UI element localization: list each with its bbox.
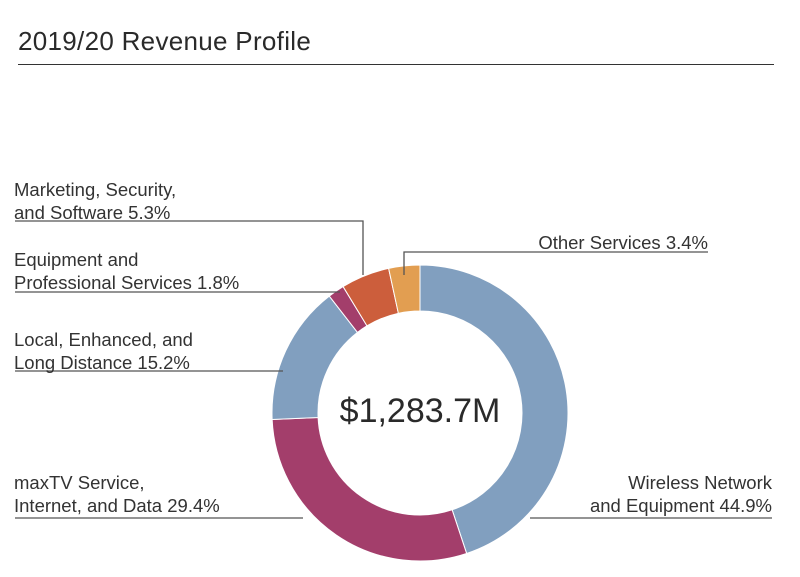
chart-title: 2019/20 Revenue Profile <box>18 26 312 56</box>
label-equipment-professional: Equipment and Professional Services 1.8% <box>14 248 239 294</box>
label-other-line2: Other Services <box>538 232 661 253</box>
label-marketing-line2: and Software <box>14 202 124 223</box>
label-equipment-line1: Equipment and <box>14 249 139 270</box>
label-equipment-line2: Professional Services <box>14 272 192 293</box>
label-wireless-network: Wireless Network and Equipment 44.9% <box>590 471 772 517</box>
slice-maxtv <box>271 416 468 562</box>
label-maxtv-line1: maxTV Service, <box>14 472 145 493</box>
value-equipment: 1.8% <box>197 272 240 293</box>
value-maxtv: 29.4% <box>167 495 220 516</box>
value-marketing: 5.3% <box>128 202 171 223</box>
label-local-line2: Long Distance <box>14 352 133 373</box>
label-other-services: Other Services 3.4% <box>538 231 708 254</box>
label-wireless-line1: Wireless Network <box>628 472 772 493</box>
label-local-line1: Local, Enhanced, and <box>14 329 193 350</box>
label-marketing-line1: Marketing, Security, <box>14 179 177 200</box>
label-maxtv-internet-data: maxTV Service, Internet, and Data 29.4% <box>14 471 220 517</box>
value-local: 15.2% <box>137 352 190 373</box>
leader-marketing <box>15 220 364 275</box>
title-divider <box>18 64 774 65</box>
leader-other <box>403 251 708 275</box>
slice-other <box>388 264 421 314</box>
value-other: 3.4% <box>665 232 708 253</box>
slice-wireless <box>419 264 569 555</box>
value-wireless: 44.9% <box>719 495 772 516</box>
center-total-label: $1,283.7M <box>339 392 501 430</box>
label-maxtv-line2: Internet, and Data <box>14 495 163 516</box>
label-local-long-distance: Local, Enhanced, and Long Distance 15.2% <box>14 328 193 374</box>
label-wireless-line2: and Equipment <box>589 495 715 516</box>
label-marketing-security-software: Marketing, Security, and Software 5.3% <box>14 178 176 224</box>
